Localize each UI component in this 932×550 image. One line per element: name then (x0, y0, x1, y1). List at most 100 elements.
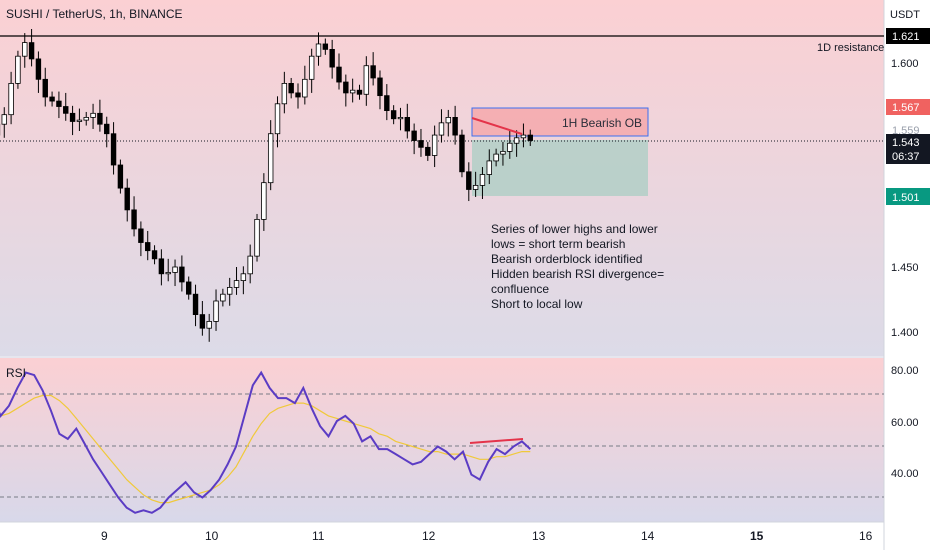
candle-body (124, 187, 130, 211)
candle-body (404, 117, 411, 132)
time-tick-10: 10 (205, 529, 219, 543)
candle-body (274, 103, 281, 135)
annotation-line-2: lows = short term bearish (491, 237, 625, 251)
annotation-text: Series of lower highs and lower lows = s… (491, 222, 664, 311)
candle-body (288, 83, 294, 94)
price-axis-background (884, 0, 932, 550)
price-pane-background (0, 0, 884, 356)
time-tick-15: 15 (750, 529, 764, 543)
candle-body (452, 117, 458, 136)
candle-body (377, 77, 383, 97)
candle-body (438, 122, 445, 136)
candle-body (104, 123, 110, 135)
badge-1567: 1.567 (886, 99, 930, 115)
candle-body (329, 49, 335, 68)
badge-1501: 1.501 (886, 188, 930, 205)
candle-body (343, 81, 349, 94)
candle-body (308, 55, 315, 80)
bearish-ob-label: 1H Bearish OB (562, 116, 642, 130)
candle-body (63, 106, 69, 114)
rsi-tick-60: 60.00 (891, 417, 919, 429)
candle-body (431, 134, 438, 156)
time-tick-9: 9 (101, 529, 108, 543)
candle-body (247, 255, 253, 275)
candle-body (240, 273, 247, 281)
badge-1621: 1.621 (886, 28, 930, 44)
candle-body (486, 160, 492, 175)
candles-group (0, 29, 533, 342)
candle-body (83, 117, 89, 121)
annotation-line-1: Series of lower highs and lower (491, 222, 658, 236)
candle-body (336, 66, 342, 83)
candle-body (302, 78, 308, 98)
candle-body (493, 153, 499, 162)
candle-body (370, 65, 376, 79)
candle-body (418, 140, 424, 148)
badge-1543-bg (886, 134, 930, 164)
candle-body (479, 174, 486, 186)
candle-body (110, 133, 117, 166)
rsi-tick-80: 80.00 (891, 365, 919, 377)
candle-body (356, 89, 363, 95)
pane-separator (0, 356, 932, 358)
candle-body (151, 250, 158, 260)
price-tick-1400: 1.400 (891, 327, 919, 339)
candle-body (76, 119, 83, 122)
candle-body (49, 96, 55, 102)
candle-body (158, 258, 165, 275)
candle-body (90, 112, 96, 118)
badge-1543: 1.543 06:37 (886, 134, 930, 164)
candle-body (472, 184, 479, 190)
candle-body (226, 286, 233, 295)
price-axis-currency: USDT (890, 9, 920, 21)
candle-body (192, 293, 199, 316)
candle-body (261, 182, 267, 220)
candle-body (397, 117, 404, 120)
candle-body (165, 272, 171, 275)
annotation-line-3: Bearish orderblock identified (491, 252, 642, 266)
bearish-trendline (471, 117, 523, 135)
candle-body (390, 110, 397, 120)
candle-body (8, 83, 14, 116)
candle-body (384, 95, 390, 111)
candle-body (220, 293, 226, 302)
candle-body (35, 58, 42, 80)
rsi-pane-background (0, 358, 884, 522)
candle-body (131, 209, 137, 230)
rsi-line (0, 370, 531, 514)
candle-body (520, 134, 527, 139)
candle-body (1, 114, 7, 125)
candle-body (138, 228, 144, 243)
badge-countdown-text: 06:37 (892, 151, 920, 163)
candle-body (206, 320, 212, 329)
candle-body (267, 133, 274, 184)
candle-body (117, 164, 124, 189)
badge-1501-bg (886, 188, 930, 205)
badge-1543-text: 1.543 (892, 137, 920, 149)
candle-body (186, 281, 192, 295)
candle-body (254, 218, 260, 257)
badge-1567-text: 1.567 (892, 102, 920, 114)
candle-body (28, 42, 35, 60)
candle-body (179, 266, 185, 283)
candle-body (97, 112, 103, 125)
badge-1621-bg (886, 28, 930, 44)
candle-body (199, 314, 206, 329)
candle-body (459, 134, 465, 173)
candle-body (527, 134, 533, 141)
annotation-line-4: Hidden bearish RSI divergence= (491, 267, 664, 281)
bearish-ob-zone (471, 107, 649, 137)
candle-body (15, 55, 21, 84)
annotation-line-6: Short to local low (491, 297, 583, 311)
price-tick-1600: 1.600 (891, 58, 919, 70)
annotation-line-5: confluence (491, 282, 549, 296)
candle-body (513, 137, 520, 144)
rsi-label: RSI (6, 366, 26, 380)
candle-body (22, 42, 28, 57)
candle-body (172, 266, 178, 273)
chart-title: SUSHI / TetherUS, 1h, BINANCE (6, 7, 183, 21)
price-tick-1450: 1.450 (891, 262, 919, 274)
candle-body (213, 300, 219, 322)
candle-body (56, 100, 62, 107)
